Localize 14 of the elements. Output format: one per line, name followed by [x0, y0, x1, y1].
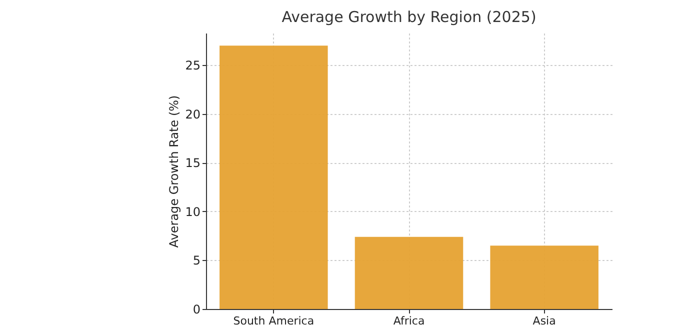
- y-tick-label: 25: [185, 58, 200, 73]
- y-tick-label: 10: [185, 204, 200, 219]
- bar: [490, 246, 598, 309]
- bar: [354, 236, 464, 309]
- chart-title: Average Growth by Region (2025): [282, 8, 536, 26]
- bar: [220, 46, 328, 309]
- x-tick-label: South America: [233, 314, 314, 328]
- y-axis-title: Average Growth Rate (%): [167, 95, 182, 248]
- x-tick-label: Asia: [532, 314, 556, 328]
- y-tick-label: 15: [185, 156, 200, 170]
- x-tick-label: Africa: [393, 314, 425, 328]
- y-tick-label: 0: [192, 302, 200, 316]
- y-tick-label: 20: [185, 107, 200, 122]
- y-tick-label: 5: [192, 254, 200, 268]
